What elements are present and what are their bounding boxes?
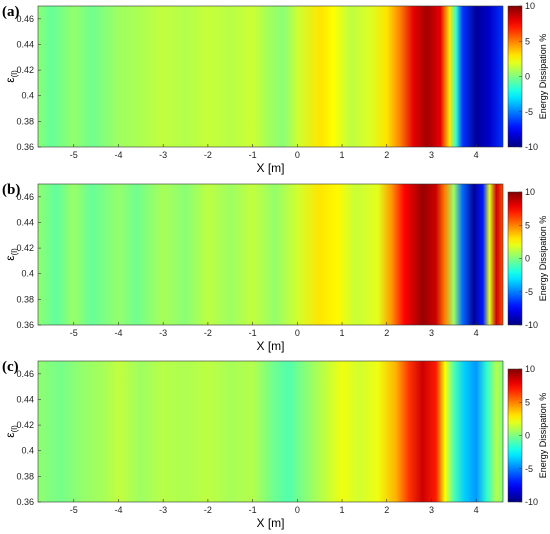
x-tick-label: 0 [295, 505, 300, 515]
y-axis-label: ε(l) [3, 248, 19, 261]
colorbar-tick-label: -10 [525, 497, 538, 507]
colorbar-tick-label: 10 [525, 187, 535, 197]
y-axis-symbol: ε [3, 77, 17, 83]
plot-frame [37, 360, 504, 503]
y-axis-symbol: ε [3, 432, 17, 438]
y-tick-label: 0.46 [16, 369, 34, 379]
x-tick-label: -4 [114, 328, 122, 338]
heatmap-field [38, 184, 503, 325]
y-tick-label: 0.36 [16, 320, 34, 330]
x-tick-label: 3 [429, 505, 434, 515]
y-tick-label: 0.36 [16, 497, 34, 507]
x-tick-label: -2 [204, 328, 212, 338]
x-tick-label: -3 [159, 150, 167, 160]
heatmap-field [38, 361, 503, 502]
x-axis-label: X [m] [256, 339, 284, 353]
x-tick-label: -5 [70, 150, 78, 160]
plot-frame [37, 183, 504, 326]
y-tick-label: 0.46 [16, 192, 34, 202]
x-tick-label: -1 [249, 505, 257, 515]
panel-1: -5 -4 -3 -2 -1 0 1 2 3 40.360.380.40.420.440.46X … [2, 1, 548, 175]
y-tick-label: 0.42 [16, 65, 34, 75]
colorbar-tick-label: -10 [525, 142, 538, 152]
colorbar-tick-label: 5 [525, 220, 530, 230]
colorbar-tick-label: 0 [525, 431, 530, 441]
x-tick-label: -2 [204, 505, 212, 515]
y-axis-symbol: ε [3, 255, 17, 261]
colorbar-tick-label: 0 [525, 72, 530, 82]
x-tick-label: -4 [114, 150, 122, 160]
x-tick-label: 4 [474, 150, 479, 160]
x-tick-label: 1 [340, 328, 345, 338]
y-tick-label: 0.46 [16, 14, 34, 24]
colorbar-tick-label: -5 [525, 464, 533, 474]
y-axis-subscript: (l) [10, 425, 19, 432]
colorbar-tick-label: 10 [525, 364, 535, 374]
panel-label: (a) [2, 4, 20, 20]
colorbar-tick-label: -5 [525, 287, 533, 297]
colorbar-label: Energy Dissipation % [538, 393, 548, 479]
y-axis-subscript: (l) [10, 248, 19, 255]
x-tick-label: -1 [249, 150, 257, 160]
x-tick-label: 3 [429, 150, 434, 160]
x-tick-label: -3 [159, 328, 167, 338]
y-tick-label: 0.44 [16, 217, 34, 227]
y-tick-label: 0.4 [21, 91, 34, 101]
y-tick-label: 0.4 [21, 446, 34, 456]
y-tick-label: 0.42 [16, 243, 34, 253]
panel-label: (c) [2, 359, 19, 375]
colorbar-tick-label: -10 [525, 320, 538, 330]
x-tick-label: -4 [114, 505, 122, 515]
plot-frame [37, 5, 504, 148]
x-tick-label: 4 [474, 505, 479, 515]
colorbar-tick-label: 10 [525, 1, 535, 11]
colorbar-tick-label: 0 [525, 254, 530, 264]
y-tick-label: 0.38 [16, 471, 34, 481]
x-tick-label: 2 [384, 150, 389, 160]
y-tick-label: 0.38 [16, 116, 34, 126]
x-tick-label: 1 [340, 150, 345, 160]
x-tick-label: 4 [474, 328, 479, 338]
y-axis-label: ε(l) [3, 70, 19, 83]
y-tick-label: 0.44 [16, 39, 34, 49]
colorbar-tick-label: -5 [525, 107, 533, 117]
colorbar-tick-label: 5 [525, 36, 530, 46]
x-tick-label: 1 [340, 505, 345, 515]
x-axis-label: X [m] [256, 516, 284, 530]
x-tick-label: 0 [295, 150, 300, 160]
x-tick-label: -5 [70, 505, 78, 515]
colorbar-label: Energy Dissipation % [538, 216, 548, 302]
y-tick-label: 0.36 [16, 142, 34, 152]
x-axis-label: X [m] [256, 161, 284, 175]
x-tick-label: 2 [384, 328, 389, 338]
x-tick-label: -1 [249, 328, 257, 338]
x-tick-label: -5 [70, 328, 78, 338]
y-tick-label: 0.44 [16, 394, 34, 404]
y-tick-label: 0.4 [21, 269, 34, 279]
x-tick-label: -3 [159, 505, 167, 515]
panel-3: -5 -4 -3 -2 -1 0 1 2 3 40.360.380.40.420.440.46X … [2, 359, 548, 530]
x-tick-label: 3 [429, 328, 434, 338]
panel-2: -5 -4 -3 -2 -1 0 1 2 3 40.360.380.40.420.440.46X … [2, 182, 548, 353]
y-tick-label: 0.38 [16, 294, 34, 304]
y-axis-subscript: (l) [10, 70, 19, 77]
colorbar-tick-label: 5 [525, 397, 530, 407]
y-tick-label: 0.42 [16, 420, 34, 430]
x-tick-label: 0 [295, 328, 300, 338]
y-axis-label: ε(l) [3, 425, 19, 438]
panel-label: (b) [2, 182, 20, 198]
x-tick-label: -2 [204, 150, 212, 160]
x-tick-label: 2 [384, 505, 389, 515]
heatmap-field [38, 6, 503, 147]
colorbar-label: Energy Dissipation % [538, 34, 548, 120]
